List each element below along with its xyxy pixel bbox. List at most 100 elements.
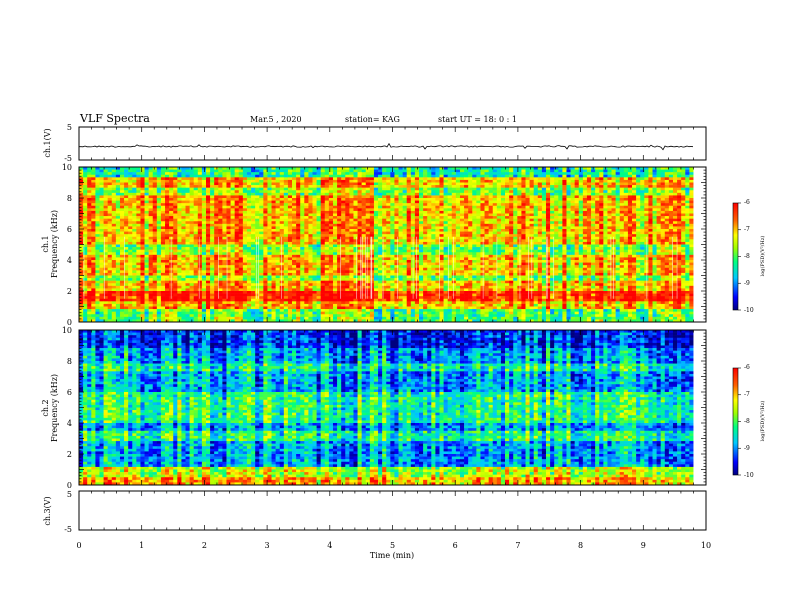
spectrogram-cell [644,190,649,194]
spectrogram-cell [521,208,526,212]
spectrogram-cell [238,200,244,204]
spectrogram-cell [468,241,473,245]
spectrogram-cell [632,182,637,186]
spectrogram-cell [566,231,571,235]
spectrogram-cell [160,241,166,245]
spectrogram-cell [525,216,530,219]
spectrogram-cell [394,200,399,204]
spectrogram-cell [652,221,657,225]
spectrogram-cell [320,231,326,235]
spectrogram-cell [402,241,408,245]
spectrogram-cell [582,192,588,196]
spectrogram-cell [668,247,674,250]
spectrogram-cell [119,216,125,219]
spectrogram-cell [402,185,408,188]
spectrogram-cell [607,229,612,232]
spectrogram-cell [558,195,563,199]
spectrogram-cell [378,198,383,201]
spectrogram-cell [300,210,305,214]
spectrogram-cell [615,185,621,188]
spectrogram-cell [476,198,481,201]
spectrogram-cell [320,226,326,230]
spectrogram-cell [345,218,350,222]
spectrogram-cell [156,241,162,245]
spectrogram-cell [234,221,240,225]
spectrogram-cell [357,187,362,191]
spectrogram-cell [529,169,534,173]
spectrogram-cell [255,216,260,219]
spectrogram-cell [537,213,543,217]
spectrogram-cell [410,185,416,188]
spectrogram-cell [316,236,321,240]
spectrogram-cell [177,247,182,250]
spectrogram-cell [140,182,145,186]
spectrogram-cell [533,167,539,170]
spectrogram-cell [353,200,358,204]
spectrogram-cell [238,216,244,219]
spectrogram-cell [529,210,534,214]
spectrogram-cell [312,241,317,245]
spectrogram-cell [353,174,358,178]
spectrogram-cell [251,205,256,209]
spectrogram-cell [550,192,555,196]
spectrogram-cell [165,205,170,209]
spectrogram-cell [316,200,321,204]
spectrogram-cell [664,182,670,186]
spectrogram-cell [447,221,453,225]
spectrogram-cell [259,203,264,207]
spectrogram-cell [181,198,186,201]
spectrogram-cell [632,190,637,194]
spectrogram-cell [578,216,584,219]
spectrogram-cell [210,216,215,219]
spectrogram-cell [271,167,276,170]
spectrogram-cell [255,185,260,188]
spectrogram-cell [156,187,162,191]
spectrogram-cell [615,241,621,245]
spectrogram-cell [570,223,575,227]
spectrogram-cell [255,177,260,181]
spectrogram-cell [439,226,444,230]
spectrogram-cell [492,190,498,194]
spectrogram-cell [177,226,182,230]
spectrogram-cell [640,179,645,183]
spectrogram-cell [513,167,518,170]
spectrogram-cell [537,174,543,178]
spectrogram-cell [156,213,162,217]
spectrogram-cell [459,229,465,232]
spectrogram-cell [390,223,395,227]
spectrogram-cell [570,182,575,186]
spectrogram-cell [509,241,514,245]
spectrogram-cell [169,172,174,176]
spectrogram-cell [349,182,354,186]
spectrogram-cell [505,174,510,178]
spectrogram-cell [128,239,133,243]
spectrogram-cell [361,169,367,173]
spectrogram-cell [677,179,682,183]
spectrogram-cell [533,229,539,232]
spectrogram-cell [582,203,588,207]
spectrogram-cell [378,182,383,186]
spectrogram-cell [226,172,231,176]
spectrogram-cell [246,198,252,201]
spectrogram-cell [406,177,412,181]
spectrogram-cell [566,198,571,201]
spectrogram-cell [300,223,305,227]
spectrogram-cell [672,187,678,191]
spectrogram-cell [312,187,317,191]
spectrogram-cell [165,213,170,217]
spectrogram-cell [550,177,555,181]
spectrogram-cell [545,179,551,183]
spectrogram-cell [255,167,260,170]
spectrogram-cell [148,208,154,212]
spectrogram-cell [607,167,612,170]
spectrogram-cell [435,177,440,181]
spectrogram-cell [480,210,485,214]
spectrogram-cell [365,241,371,245]
spectrogram-cell [656,179,661,183]
spectrogram-cell [111,223,117,227]
spectrogram-cell [566,229,571,232]
spectrogram-cell [677,200,682,204]
spectrogram-cell [513,185,518,188]
spectrogram-cell [451,236,457,240]
spectrogram-cell [640,226,645,230]
